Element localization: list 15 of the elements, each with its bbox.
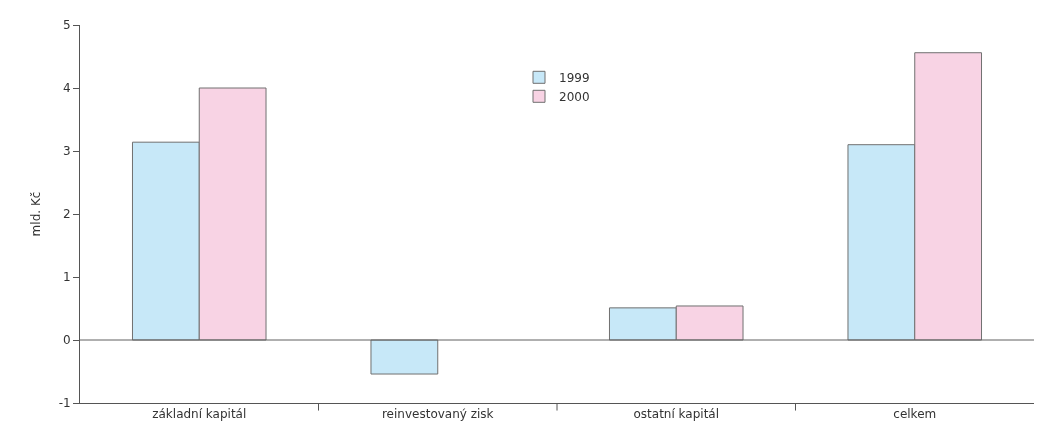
- y-tick-label: 1: [62, 270, 71, 285]
- y-tick-label: 3: [62, 144, 71, 159]
- legend-label: 1999: [559, 70, 590, 85]
- y-tick-label: 0: [62, 333, 71, 348]
- y-tick-label: -1: [58, 396, 71, 411]
- legend-label: 2000: [559, 89, 590, 104]
- x-tick-label: celkem: [893, 407, 937, 422]
- bar: [370, 339, 439, 375]
- y-tick-label: 4: [62, 81, 71, 96]
- y-axis-title: mld. Kč: [28, 191, 43, 237]
- y-tick-label: 2: [62, 207, 71, 222]
- x-tick-label: reinvestovaný zisk: [381, 407, 494, 422]
- x-tick-label: ostatní kapitál: [633, 407, 720, 422]
- x-tick-label: základní kapitál: [152, 407, 247, 422]
- y-tick-label: 5: [62, 18, 71, 33]
